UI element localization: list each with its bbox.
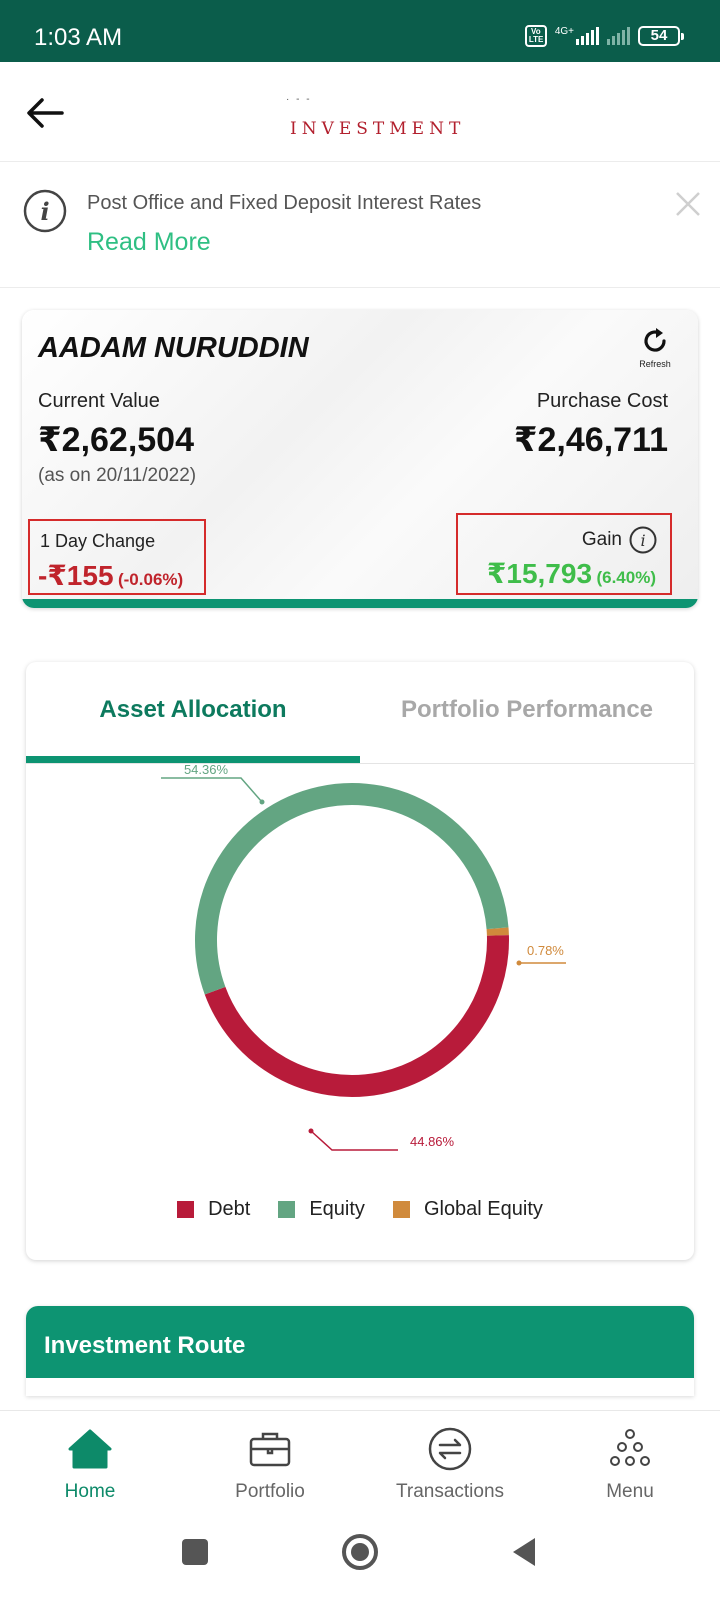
legend-swatch-equity — [278, 1201, 296, 1218]
refresh-icon — [644, 328, 666, 352]
back-triangle-icon[interactable] — [505, 1532, 545, 1572]
status-icons: Vo LTE 4G+ 54 — [524, 25, 684, 47]
menu-dots-icon — [610, 1429, 650, 1466]
investment-route-card[interactable]: Investment Route — [26, 1306, 694, 1396]
bottom-navigation: Home Portfolio Transactions Menu — [0, 1410, 720, 1510]
active-tab-indicator — [26, 756, 360, 763]
leader-dot-debt — [308, 1128, 314, 1134]
allocation-card: Asset Allocation Portfolio Performance 5… — [26, 662, 694, 1260]
donut-slice-debt[interactable] — [204, 935, 509, 1097]
back-button[interactable] — [22, 90, 68, 136]
system-navigation-bar — [0, 1510, 720, 1600]
status-time: 1:03 AM — [34, 24, 123, 51]
leader-dot-equity — [259, 799, 265, 805]
network-signal-icon: 4G+ — [555, 27, 599, 45]
tab-asset-allocation[interactable]: Asset Allocation — [99, 696, 287, 723]
purchase-cost-label: Purchase Cost — [536, 390, 668, 412]
logo-dots: · - - — [286, 94, 312, 105]
current-value-label: Current Value — [38, 390, 160, 412]
gain-value: ₹15,793 (6.40%) — [487, 557, 656, 590]
home-icon — [68, 1429, 112, 1469]
gain-label: Gain — [581, 529, 622, 550]
current-value: ₹2,62,504 — [38, 421, 195, 459]
nav-transactions[interactable]: Transactions — [360, 1425, 540, 1503]
recents-icon[interactable] — [175, 1532, 215, 1572]
legend-item-equity: Equity — [278, 1198, 365, 1221]
nav-portfolio-label: Portfolio — [235, 1481, 305, 1502]
allocation-tabs: Asset Allocation Portfolio Performance — [26, 662, 694, 764]
investment-route-title: Investment Route — [26, 1306, 694, 1378]
portfolio-summary-card: AADAM NURUDDIN Refresh Current Value ₹2,… — [22, 310, 698, 608]
nav-transactions-label: Transactions — [395, 1481, 505, 1502]
data-label-global-equity: 0.78% — [527, 943, 564, 958]
legend-item-global-equity: Global Equity — [392, 1198, 543, 1221]
day-change-amount: -₹155 — [38, 560, 114, 591]
network-type: 4G+ — [554, 26, 574, 37]
nav-menu-label: Menu — [606, 1481, 654, 1502]
legend-label-debt: Debt — [208, 1198, 251, 1220]
app-bar: · - - INVESTMENT — [0, 62, 720, 162]
close-icon[interactable] — [672, 188, 704, 220]
nav-home-label: Home — [64, 1481, 116, 1502]
transfer-icon — [428, 1427, 472, 1471]
second-signal-icon — [607, 27, 630, 45]
as-on-date: (as on 20/11/2022) — [38, 465, 197, 486]
leader-dot-global-equity — [516, 960, 522, 966]
day-change-label: 1 Day Change — [40, 531, 156, 551]
gain-info-icon[interactable]: i — [628, 525, 658, 555]
refresh-label: Refresh — [639, 359, 671, 369]
volte-icon: Vo LTE — [524, 25, 547, 47]
notice-text: Post Office and Fixed Deposit Interest R… — [87, 192, 482, 214]
day-change-value: -₹155 (-0.06%) — [38, 559, 183, 592]
read-more-link[interactable]: Read More — [87, 228, 211, 256]
svg-text:i: i — [640, 531, 645, 550]
holder-name: AADAM NURUDDIN — [38, 332, 309, 364]
refresh-button[interactable]: Refresh — [630, 326, 680, 369]
tab-portfolio-performance[interactable]: Portfolio Performance — [400, 696, 654, 723]
app-logo: INVESTMENT — [290, 119, 466, 139]
day-change-box: 1 Day Change -₹155 (-0.06%) — [28, 519, 206, 595]
arrow-left-icon — [27, 98, 64, 128]
battery-icon: 54 — [638, 26, 684, 46]
gain-box: Gain i ₹15,793 (6.40%) — [456, 513, 672, 595]
svg-text:i: i — [40, 197, 49, 226]
donut-slice-equity[interactable] — [195, 783, 509, 995]
legend-label-equity: Equity — [309, 1198, 365, 1220]
asset-allocation-donut-chart: 54.36% 44.86% 0.78% — [161, 764, 566, 1151]
interest-rates-notice: i Post Office and Fixed Deposit Interest… — [0, 170, 720, 288]
nav-home[interactable]: Home — [0, 1425, 180, 1503]
legend-item-debt: Debt — [177, 1198, 250, 1221]
leader-line-equity — [161, 777, 263, 803]
status-bar: 1:03 AM Vo LTE 4G+ 54 — [0, 0, 720, 62]
legend-label-global-equity: Global Equity — [423, 1198, 543, 1220]
legend-swatch-debt — [177, 1201, 195, 1218]
purchase-cost-value: ₹2,46,711 — [513, 421, 668, 459]
nav-portfolio[interactable]: Portfolio — [180, 1425, 360, 1503]
legend-swatch-global-equity — [392, 1201, 410, 1218]
gain-amount: ₹15,793 — [486, 558, 593, 589]
nav-menu[interactable]: Menu — [540, 1425, 720, 1503]
info-icon: i — [23, 189, 67, 233]
data-label-debt: 44.86% — [410, 1134, 455, 1149]
briefcase-icon — [249, 1432, 291, 1467]
leader-line-debt — [310, 1130, 398, 1151]
day-change-percent: (-0.06%) — [117, 570, 184, 589]
gain-percent: (6.40%) — [596, 568, 656, 587]
data-label-equity: 54.36% — [184, 764, 229, 777]
home-circle-icon[interactable] — [340, 1532, 380, 1572]
chart-legend: Debt Equity Global Equity — [26, 1198, 694, 1221]
